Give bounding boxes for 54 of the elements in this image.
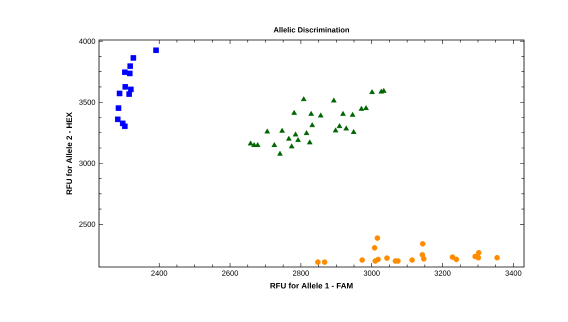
point	[420, 241, 426, 247]
point	[494, 254, 500, 261]
point	[450, 254, 456, 260]
point	[318, 112, 324, 118]
point	[363, 105, 369, 110]
point	[128, 86, 134, 92]
point	[332, 127, 338, 132]
point	[331, 98, 337, 102]
point	[264, 128, 270, 134]
point	[295, 137, 301, 142]
point	[304, 130, 310, 136]
point	[116, 105, 122, 111]
point	[420, 256, 427, 262]
point	[359, 257, 365, 263]
point	[343, 126, 350, 130]
point	[384, 255, 390, 261]
point	[476, 254, 482, 261]
point	[248, 140, 254, 146]
point	[372, 245, 378, 251]
point	[254, 142, 260, 148]
point	[292, 132, 298, 136]
point	[374, 235, 380, 241]
point	[350, 129, 356, 134]
point	[454, 256, 460, 262]
point	[369, 89, 375, 94]
point	[122, 84, 128, 90]
point	[322, 259, 328, 265]
point	[308, 110, 314, 116]
point	[153, 47, 159, 54]
point	[336, 123, 342, 128]
point	[122, 123, 128, 130]
point	[127, 70, 133, 76]
point	[358, 106, 364, 111]
point	[272, 142, 278, 148]
point	[286, 136, 292, 141]
point	[114, 116, 121, 122]
point	[122, 69, 128, 76]
point	[279, 128, 285, 133]
point	[375, 256, 381, 262]
point	[350, 112, 356, 117]
point	[116, 90, 122, 96]
point	[291, 110, 297, 115]
point	[409, 257, 415, 263]
point	[306, 139, 313, 144]
point	[300, 96, 307, 102]
point	[309, 122, 316, 128]
point	[315, 259, 321, 265]
point	[126, 91, 132, 97]
point	[340, 110, 346, 116]
point	[130, 55, 136, 61]
point	[476, 250, 482, 256]
point	[277, 150, 283, 156]
point	[127, 63, 133, 69]
point	[288, 143, 294, 148]
